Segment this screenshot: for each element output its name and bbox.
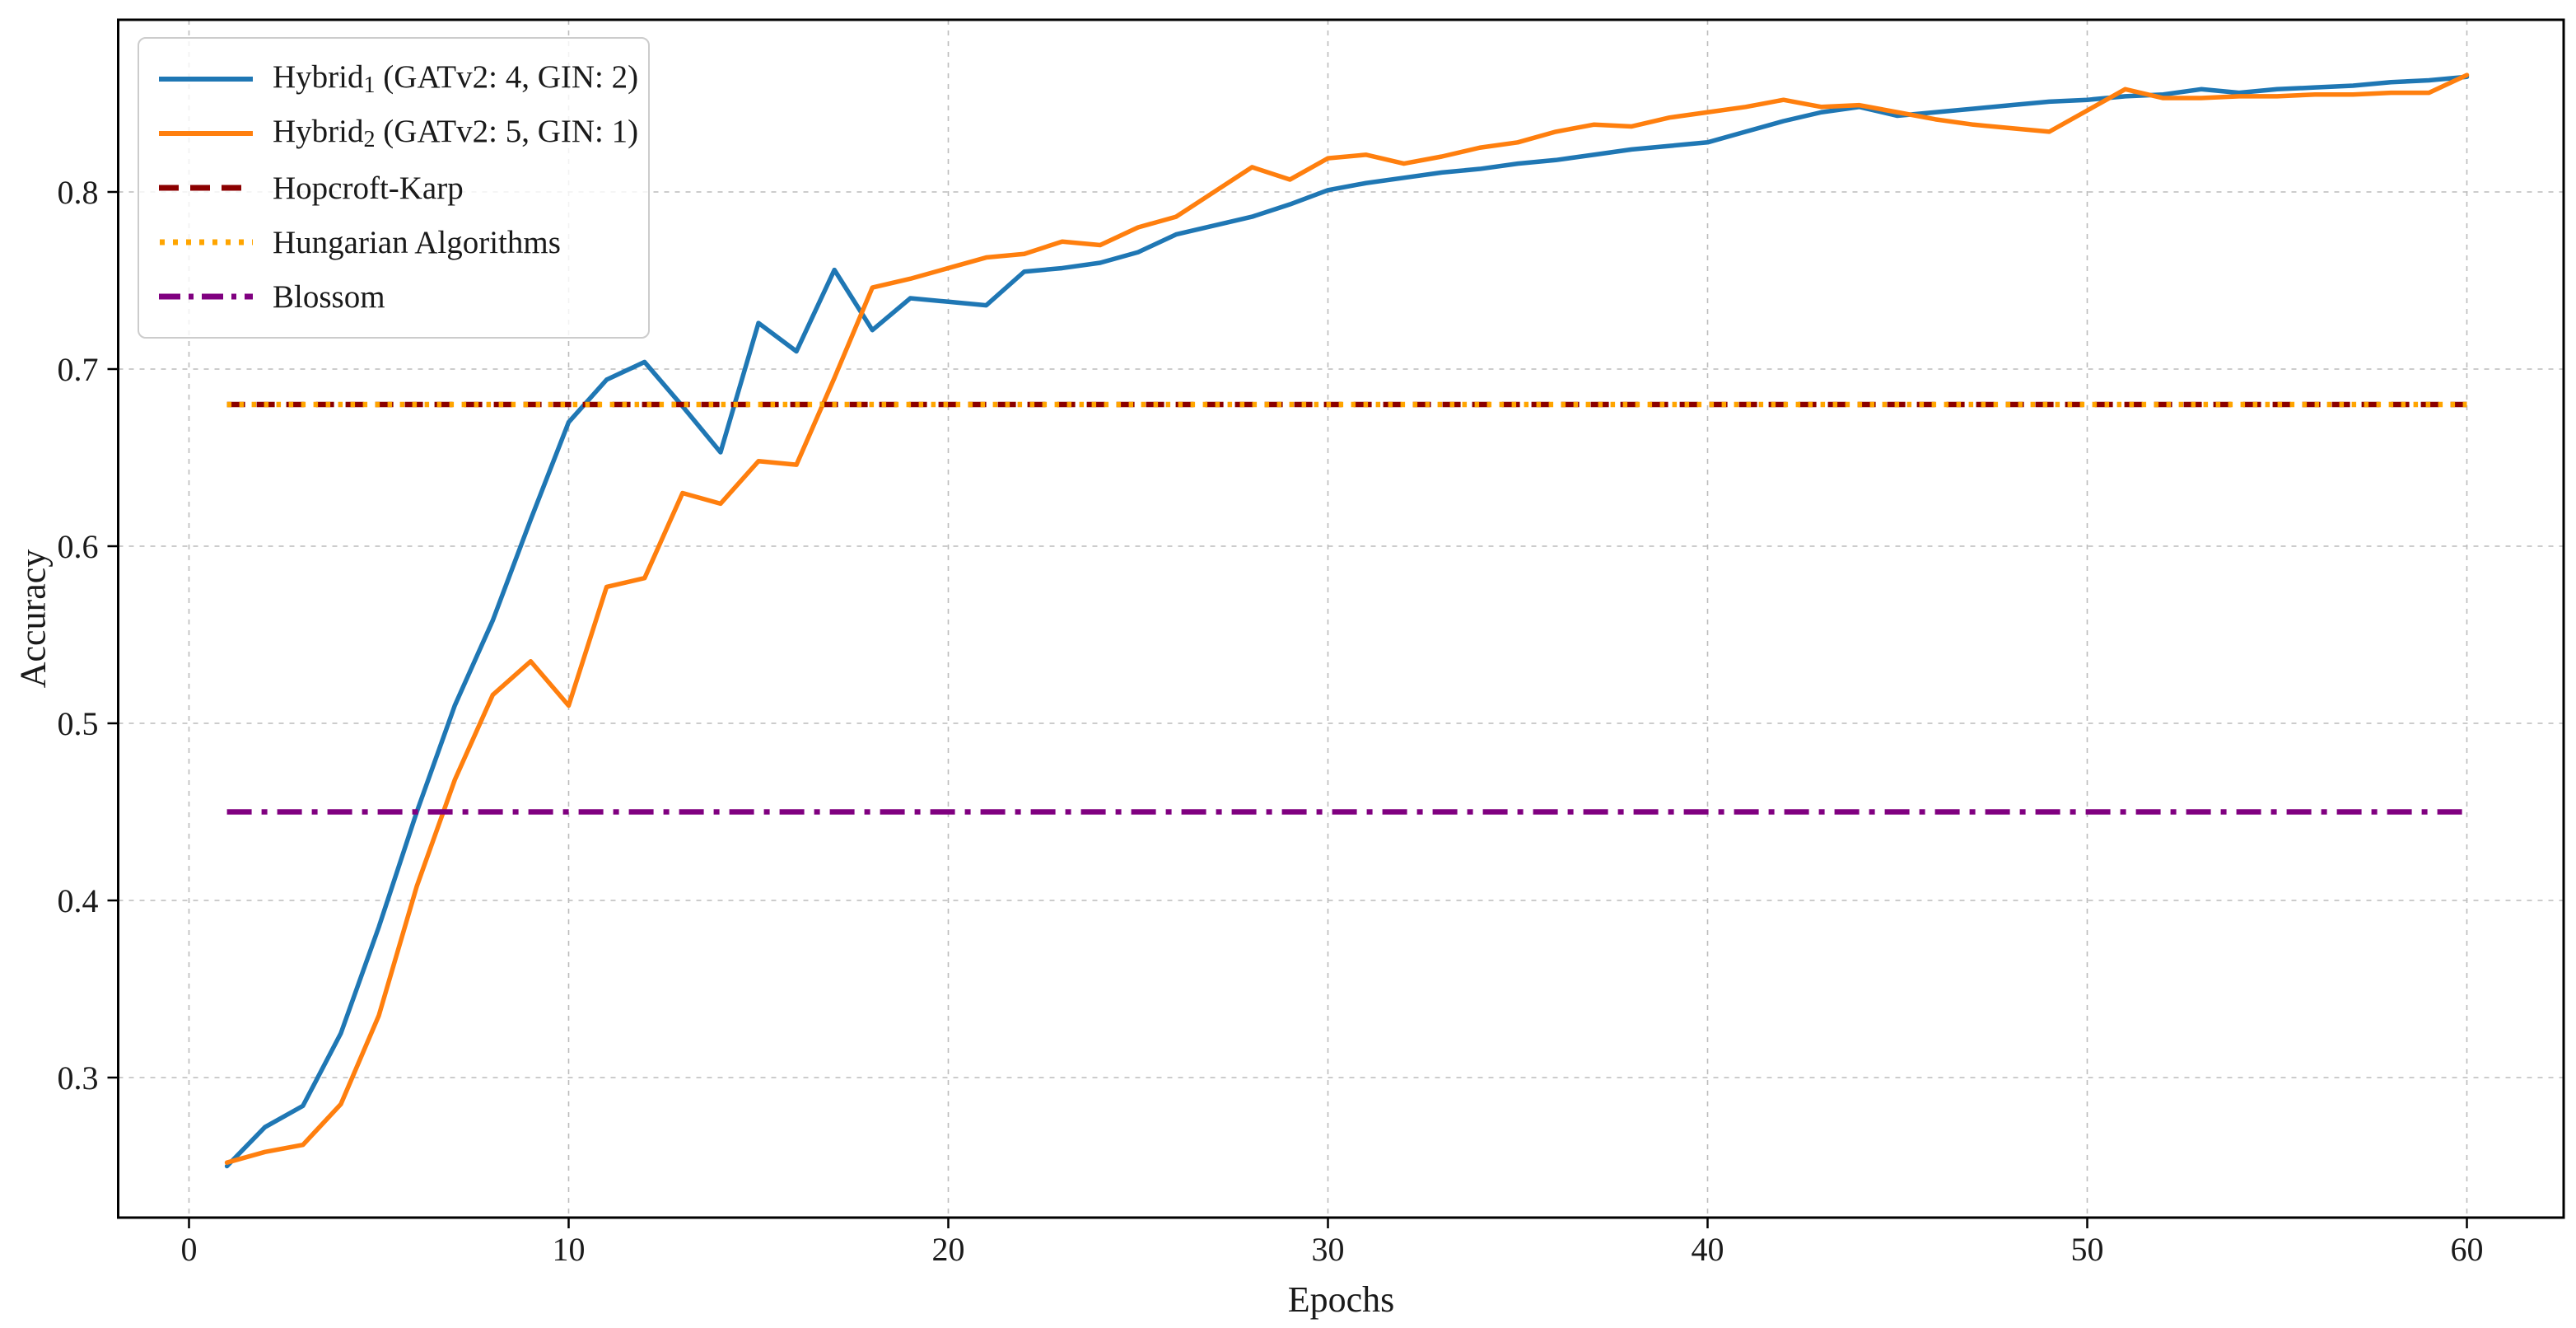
legend-swatch-dashed-line	[159, 185, 253, 191]
y-tick-label: 0.3	[58, 1059, 99, 1097]
series-line-hybrid2	[224, 72, 2470, 1165]
legend: Hybrid1 (GATv2: 4, GIN: 2) Hybrid2 (GATv…	[138, 37, 650, 339]
legend-item-hybrid2: Hybrid2 (GATv2: 5, GIN: 1)	[157, 106, 638, 161]
y-tick-label: 0.6	[58, 528, 99, 565]
series-line-hybrid1	[224, 74, 2470, 1169]
legend-item-hopcroft-karp: Hopcroft-Karp	[157, 161, 627, 215]
y-tick-label: 0.7	[58, 351, 99, 388]
x-tick-label: 40	[1692, 1231, 1724, 1268]
plot-border	[117, 18, 2565, 1219]
legend-swatch-dashdot-line	[159, 293, 253, 300]
y-tick-label: 0.8	[58, 174, 99, 211]
x-tick-label: 0	[181, 1231, 198, 1268]
x-tick-label: 60	[2451, 1231, 2484, 1268]
x-tick-label: 50	[2071, 1231, 2104, 1268]
legend-swatch-dotted-line	[160, 239, 253, 245]
legend-item-blossom: Blossom	[157, 269, 627, 324]
x-tick-label: 10	[553, 1231, 586, 1268]
legend-label-hybrid1: Hybrid1 (GATv2: 4, GIN: 2)	[273, 58, 639, 99]
legend-label-hungarian: Hungarian Algorithms	[273, 224, 561, 260]
legend-label-blossom: Blossom	[273, 278, 385, 315]
x-axis-title: Epochs	[1287, 1279, 1395, 1320]
legend-label-hybrid2: Hybrid2 (GATv2: 5, GIN: 1)	[273, 113, 639, 153]
legend-swatch-hybrid1-line	[159, 77, 253, 82]
y-tick-label: 0.4	[58, 882, 99, 919]
x-tick-label: 30	[1312, 1231, 1345, 1268]
legend-item-hungarian: Hungarian Algorithms	[157, 215, 627, 269]
legend-swatch-hybrid2-line	[159, 131, 253, 136]
legend-label-hopcroft-karp: Hopcroft-Karp	[273, 170, 464, 206]
legend-item-hybrid1: Hybrid1 (GATv2: 4, GIN: 2)	[157, 52, 638, 106]
x-tick-label: 20	[932, 1231, 965, 1268]
y-axis-title: Accuracy	[12, 549, 54, 689]
y-tick-label: 0.5	[58, 705, 99, 742]
